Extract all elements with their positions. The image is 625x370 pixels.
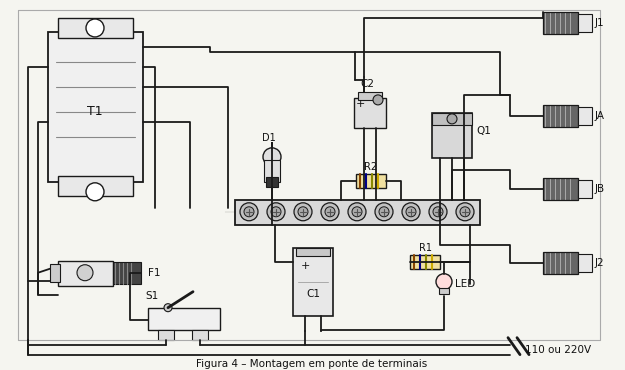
Circle shape — [456, 203, 474, 221]
Bar — [266, 177, 278, 187]
Text: +: + — [301, 261, 310, 271]
Bar — [58, 261, 113, 286]
Bar — [578, 180, 592, 198]
Circle shape — [352, 207, 362, 217]
Circle shape — [406, 207, 416, 217]
Bar — [358, 92, 382, 100]
Circle shape — [267, 203, 285, 221]
Circle shape — [77, 265, 93, 281]
Text: J2: J2 — [595, 258, 604, 268]
Bar — [543, 178, 578, 200]
Circle shape — [460, 207, 470, 217]
Text: R2: R2 — [364, 162, 378, 172]
Circle shape — [263, 148, 281, 166]
Circle shape — [402, 203, 420, 221]
Bar — [296, 248, 330, 256]
Text: T1: T1 — [88, 105, 103, 118]
Circle shape — [373, 95, 383, 105]
Bar — [50, 264, 60, 282]
Bar — [264, 160, 280, 182]
Text: LED: LED — [455, 279, 475, 289]
Text: 110 ou 220V: 110 ou 220V — [525, 344, 591, 354]
Text: F1: F1 — [148, 268, 161, 278]
Bar — [432, 113, 472, 125]
Bar — [578, 14, 592, 32]
Bar — [543, 12, 578, 34]
Bar — [113, 262, 141, 284]
Bar — [356, 174, 386, 188]
Bar — [58, 18, 133, 38]
Text: +: + — [356, 99, 366, 109]
Text: C1: C1 — [306, 289, 320, 299]
Circle shape — [379, 207, 389, 217]
Circle shape — [429, 203, 447, 221]
Bar — [58, 176, 133, 196]
Text: R1: R1 — [419, 243, 431, 253]
Bar — [158, 330, 174, 340]
Text: C2: C2 — [360, 79, 374, 89]
Bar — [235, 200, 480, 225]
Text: JA: JA — [595, 111, 605, 121]
Circle shape — [325, 207, 335, 217]
Circle shape — [164, 304, 172, 312]
Bar — [432, 113, 472, 158]
Bar — [354, 98, 386, 128]
Text: D1: D1 — [262, 133, 276, 143]
Bar — [192, 330, 208, 340]
Bar — [578, 254, 592, 272]
Bar — [410, 255, 440, 269]
Circle shape — [86, 183, 104, 201]
Circle shape — [271, 207, 281, 217]
Bar — [439, 288, 449, 294]
Bar — [148, 308, 220, 330]
Text: Q1: Q1 — [476, 126, 491, 136]
Text: S1: S1 — [145, 291, 158, 301]
Bar — [293, 248, 333, 316]
Circle shape — [447, 114, 457, 124]
Circle shape — [348, 203, 366, 221]
Bar — [543, 252, 578, 274]
Circle shape — [86, 19, 104, 37]
Bar — [543, 105, 578, 127]
Circle shape — [433, 207, 443, 217]
Circle shape — [298, 207, 308, 217]
Circle shape — [294, 203, 312, 221]
Text: J1: J1 — [595, 18, 604, 28]
Text: JB: JB — [595, 184, 605, 194]
Circle shape — [375, 203, 393, 221]
Bar — [48, 32, 143, 182]
Bar — [578, 107, 592, 125]
Circle shape — [240, 203, 258, 221]
Circle shape — [436, 274, 452, 290]
Text: Figura 4 – Montagem em ponte de terminais: Figura 4 – Montagem em ponte de terminai… — [196, 359, 428, 369]
Circle shape — [244, 207, 254, 217]
Circle shape — [321, 203, 339, 221]
